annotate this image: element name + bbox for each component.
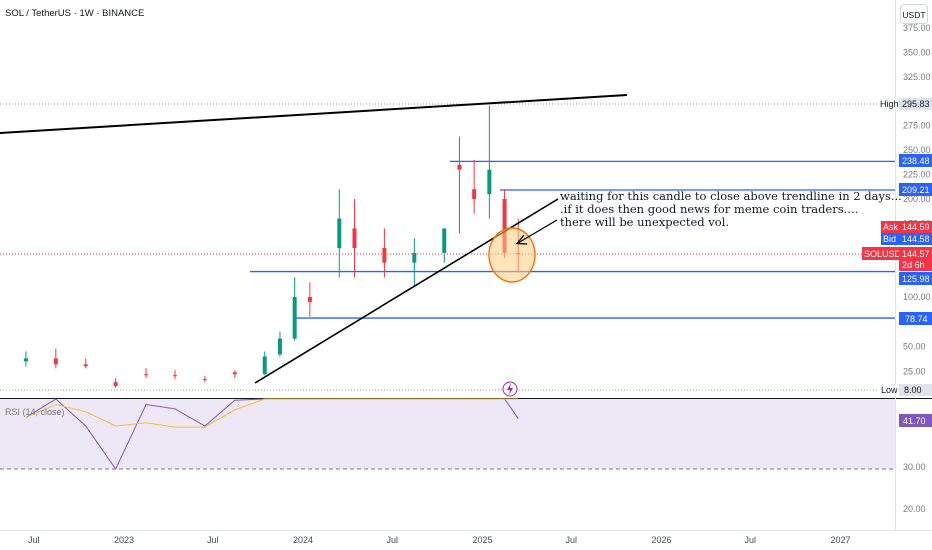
level-tag-78: 78.74 xyxy=(899,312,932,325)
candle-body xyxy=(173,375,178,377)
price-axis-label: 225.00 xyxy=(903,170,931,180)
rsi-title: RSI (14, close) xyxy=(5,407,65,417)
time-axis-label: Jul xyxy=(744,535,756,545)
time-axis-label: 2025 xyxy=(472,535,492,545)
candle-body xyxy=(23,358,28,362)
low-value: 8.00 xyxy=(904,385,922,395)
time-axis-label: Jul xyxy=(28,535,40,545)
countdown: 2d 6h xyxy=(902,260,925,270)
time-axis-label: Jul xyxy=(207,535,219,545)
price-axis-label: 50.00 xyxy=(903,342,926,352)
high-tag: High 295.83 xyxy=(877,98,932,110)
candles xyxy=(23,105,521,389)
last-value: 144.57 xyxy=(902,249,930,259)
rsi-value-tag: 41.70 xyxy=(899,414,932,427)
candle-body xyxy=(262,356,267,375)
bid-tag: Bid 144.58 xyxy=(881,233,932,245)
bid-value: 144.58 xyxy=(902,234,930,244)
candle-body xyxy=(487,169,492,195)
rsi-ma-line xyxy=(25,398,519,428)
price-axis-label: 25.00 xyxy=(903,366,926,376)
low-tag: Low 8.00 xyxy=(879,384,932,396)
level-tag-209: 209.21 xyxy=(899,183,932,196)
candle-body xyxy=(337,218,342,248)
rsi-axis-label: 30.00 xyxy=(903,462,926,472)
upper-trendline[interactable] xyxy=(0,94,628,134)
last-price-tag: SOLUSDT 144.57 2d 6h xyxy=(862,247,932,271)
price-axis-label: 250.00 xyxy=(903,145,931,155)
candle-body xyxy=(502,199,507,253)
candle-body xyxy=(457,164,462,170)
candle-body xyxy=(277,338,282,355)
last-symbol: SOLUSDT xyxy=(864,249,907,259)
annotation-line-1[interactable]: waiting for this candle to close above t… xyxy=(560,189,902,203)
high-value: 295.83 xyxy=(902,99,930,109)
price-axis-label: 275.00 xyxy=(903,121,931,131)
candle-body xyxy=(352,228,357,248)
horizontal-levels xyxy=(250,160,895,319)
ask-value: 144.59 xyxy=(902,222,930,232)
level-value-3: 125.98 xyxy=(902,274,930,284)
price-axis-label: 375.00 xyxy=(903,23,931,33)
time-axis-label: Jul xyxy=(386,535,398,545)
time-axis-label: Jul xyxy=(565,535,577,545)
candle-body xyxy=(202,379,207,381)
time-axis[interactable]: Jul 2023 Jul 2024 Jul 2025 Jul 2026 Jul 2027 xyxy=(28,535,850,545)
candle-body xyxy=(113,382,118,387)
highlight-circle[interactable] xyxy=(488,227,536,283)
candle-body xyxy=(472,189,477,199)
ask-label: Ask xyxy=(883,222,899,232)
time-axis-label: 2023 xyxy=(114,535,134,545)
symbol-title: SOL / TetherUS · 1W · BINANCE xyxy=(5,8,144,19)
candle-body xyxy=(382,248,387,263)
candle-body xyxy=(442,228,447,253)
high-label: High xyxy=(880,99,899,109)
level-tag-238: 238.48 xyxy=(899,154,932,167)
price-axis-label: 200.00 xyxy=(903,194,931,204)
candle-body xyxy=(53,358,58,365)
annotation-arrow-head xyxy=(515,234,528,245)
rsi-band xyxy=(0,399,895,469)
rsi-axis-label: 20.00 xyxy=(903,504,926,514)
candle-body xyxy=(232,372,237,375)
annotation-line-2[interactable]: .if it does then good news for meme coin… xyxy=(560,202,858,216)
time-axis-label: 2024 xyxy=(293,535,313,545)
candle-body xyxy=(412,252,417,263)
candle-body xyxy=(307,297,312,302)
low-label: Low xyxy=(881,385,898,395)
annotation-line-3[interactable]: there will be unexpected vol. xyxy=(560,215,729,229)
level-value-1: 238.48 xyxy=(902,156,930,166)
price-axis-label: 100.00 xyxy=(903,292,931,302)
candle-body xyxy=(83,364,88,367)
candle-body xyxy=(292,297,297,339)
annotation-arrow-shaft xyxy=(517,219,558,244)
flash-glyph-icon xyxy=(507,383,513,395)
ask-tag: Ask 144.59 xyxy=(881,221,932,233)
main-pane[interactable] xyxy=(0,0,895,398)
rsi-lines xyxy=(25,398,519,470)
time-axis-label: 2027 xyxy=(830,535,850,545)
bid-label: Bid xyxy=(883,234,896,244)
time-axis-label: 2026 xyxy=(651,535,671,545)
level-value-4: 78.74 xyxy=(905,314,928,324)
level-tag-125: 125.98 xyxy=(899,272,932,285)
rsi-value: 41.70 xyxy=(903,416,926,426)
price-axis-label: 350.00 xyxy=(903,47,931,57)
candle-body xyxy=(144,374,149,376)
level-value-2: 209.21 xyxy=(902,185,930,195)
currency-button[interactable]: USDT xyxy=(900,4,928,24)
price-axis-label: 325.00 xyxy=(903,72,931,82)
